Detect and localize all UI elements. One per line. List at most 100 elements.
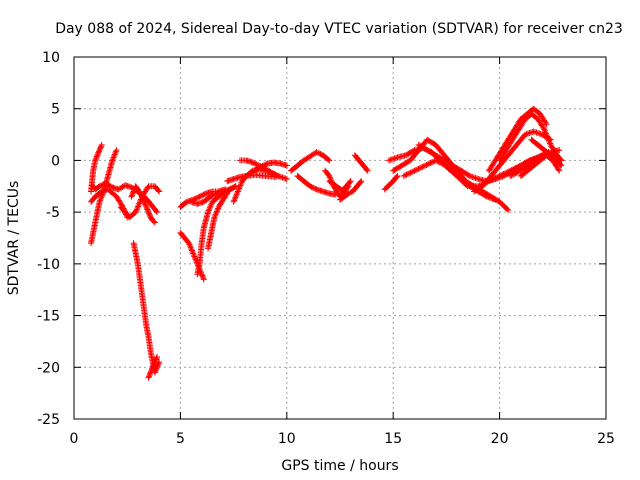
data-point [133, 206, 140, 213]
series-arc-l [188, 183, 239, 207]
series-arc-b [88, 141, 105, 195]
data-point [555, 166, 562, 173]
data-point [545, 136, 552, 143]
data-point [230, 198, 237, 205]
data-point [505, 207, 512, 214]
data-point [233, 191, 240, 198]
data-point [149, 365, 156, 372]
y-tick-label: -5 [46, 205, 60, 221]
data-point [205, 207, 212, 214]
data-point [148, 366, 155, 373]
data-point [387, 156, 394, 163]
data-point [280, 175, 287, 182]
series-arc-u [326, 178, 354, 194]
data-point [213, 209, 220, 216]
data-point [147, 369, 154, 376]
data-point [145, 374, 152, 381]
data-point [558, 157, 565, 164]
data-point [276, 173, 283, 180]
data-point [92, 157, 99, 164]
data-point [188, 246, 195, 253]
data-point [415, 165, 422, 172]
data-point [260, 162, 267, 169]
data-point [132, 209, 139, 216]
data-point [537, 131, 544, 138]
data-point [134, 204, 141, 211]
data-point [542, 129, 549, 136]
data-point [414, 166, 421, 173]
data-point [364, 167, 371, 174]
data-point [226, 186, 233, 193]
x-tick-label: 25 [597, 431, 615, 447]
data-point [232, 183, 239, 190]
data-point [215, 205, 222, 212]
data-point [110, 154, 117, 161]
data-point [199, 273, 206, 280]
data-point [345, 190, 352, 197]
series-arc-h [145, 353, 160, 381]
data-point [325, 171, 332, 178]
data-point [326, 172, 333, 179]
data-point [346, 189, 353, 196]
data-point [539, 152, 546, 159]
data-point [536, 130, 543, 137]
data-point [283, 162, 290, 169]
data-point [363, 166, 370, 173]
y-tick-label: -10 [37, 257, 60, 273]
data-point [427, 160, 434, 167]
data-point [546, 149, 553, 156]
data-point [187, 244, 194, 251]
data-point [388, 156, 395, 163]
data-point [311, 185, 318, 192]
data-point [439, 160, 446, 167]
data-point [96, 148, 103, 155]
data-point [152, 357, 159, 364]
data-point [424, 161, 431, 168]
data-point [543, 130, 550, 137]
data-point [400, 172, 407, 179]
series-arc-n [230, 165, 290, 205]
series-arc-m [205, 190, 231, 252]
data-point [96, 183, 103, 190]
data-point [155, 187, 162, 194]
data-point [549, 151, 556, 158]
data-point [313, 149, 320, 156]
data-point [469, 173, 476, 180]
data-point [200, 276, 207, 283]
data-point [432, 157, 439, 164]
data-point [190, 250, 197, 257]
data-point [148, 368, 155, 375]
data-point [426, 160, 433, 167]
data-point [140, 197, 147, 204]
data-point [224, 190, 231, 197]
y-tick-label: 5 [51, 102, 60, 118]
data-point [473, 175, 480, 182]
data-point [418, 164, 425, 171]
data-point [466, 172, 473, 179]
data-point [518, 166, 525, 173]
data-point [195, 194, 202, 201]
data-point [249, 159, 256, 166]
data-point [200, 275, 207, 282]
series-arc-g [130, 240, 163, 376]
data-point [522, 164, 529, 171]
data-point [544, 133, 551, 140]
data-point [416, 165, 423, 172]
data-point [512, 170, 519, 177]
data-point [407, 169, 414, 176]
data-point [145, 209, 152, 216]
data-point [507, 172, 514, 179]
data-point [231, 183, 238, 190]
data-point [557, 156, 564, 163]
data-point [534, 130, 541, 137]
data-point [423, 161, 430, 168]
data-point [230, 184, 237, 191]
data-points [88, 105, 565, 381]
series-arc-ab [415, 141, 558, 185]
data-point [463, 182, 470, 189]
data-point [153, 207, 160, 214]
data-point [307, 183, 314, 190]
data-point [509, 171, 516, 178]
data-point [232, 194, 239, 201]
data-point [189, 249, 196, 256]
